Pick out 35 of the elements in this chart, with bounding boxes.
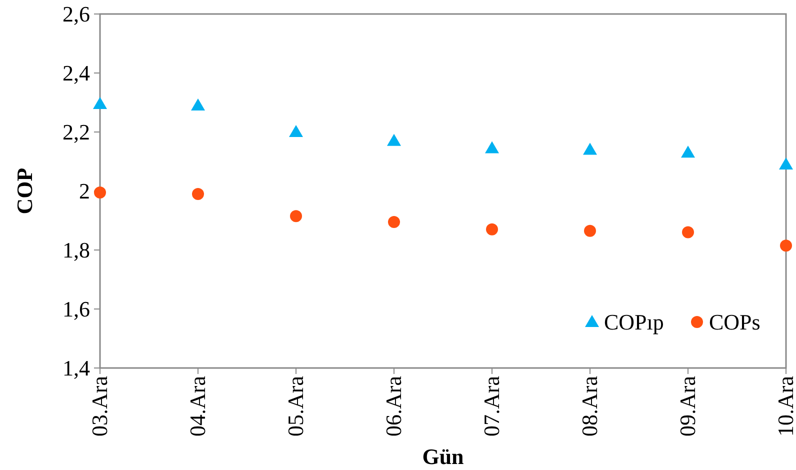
y-tick-label: 2,4 [62,60,90,86]
point [289,125,303,137]
x-tick-label: 08.Ara [577,376,602,436]
point [682,226,694,238]
y-tick-label: 2,6 [62,2,90,27]
point [584,224,596,237]
y-tick-label: 1,8 [62,238,90,263]
y-tick-label: 1,4 [62,356,90,381]
x-tick-label: 09.Ara [675,376,700,436]
legend-label: COPıp [604,310,664,335]
point [191,98,205,110]
x-tick-label: 05.Ara [283,376,308,436]
y-tick-label: 2,2 [62,120,90,145]
legend-label: COPs [709,310,760,335]
point [779,157,793,170]
point [583,142,597,155]
point [681,146,695,158]
y-tick-label: 1,6 [62,296,90,322]
point [387,134,401,146]
point [486,223,498,236]
y-tick-label: 2 [79,178,90,204]
y-axis-title: COP [12,168,37,214]
x-tick-label: 10.Ara [773,376,796,436]
point [94,186,106,198]
x-tick-label: 03.Ara [87,376,112,436]
x-tick-label: 04.Ara [185,376,210,436]
point [485,141,499,154]
x-tick-label: 07.Ara [479,376,504,436]
point [93,96,107,109]
x-axis-title: Gün [422,444,464,469]
point [290,210,302,222]
point [388,216,400,228]
point [780,240,792,252]
x-tick-label: 06.Ara [381,376,406,436]
point [192,188,204,200]
